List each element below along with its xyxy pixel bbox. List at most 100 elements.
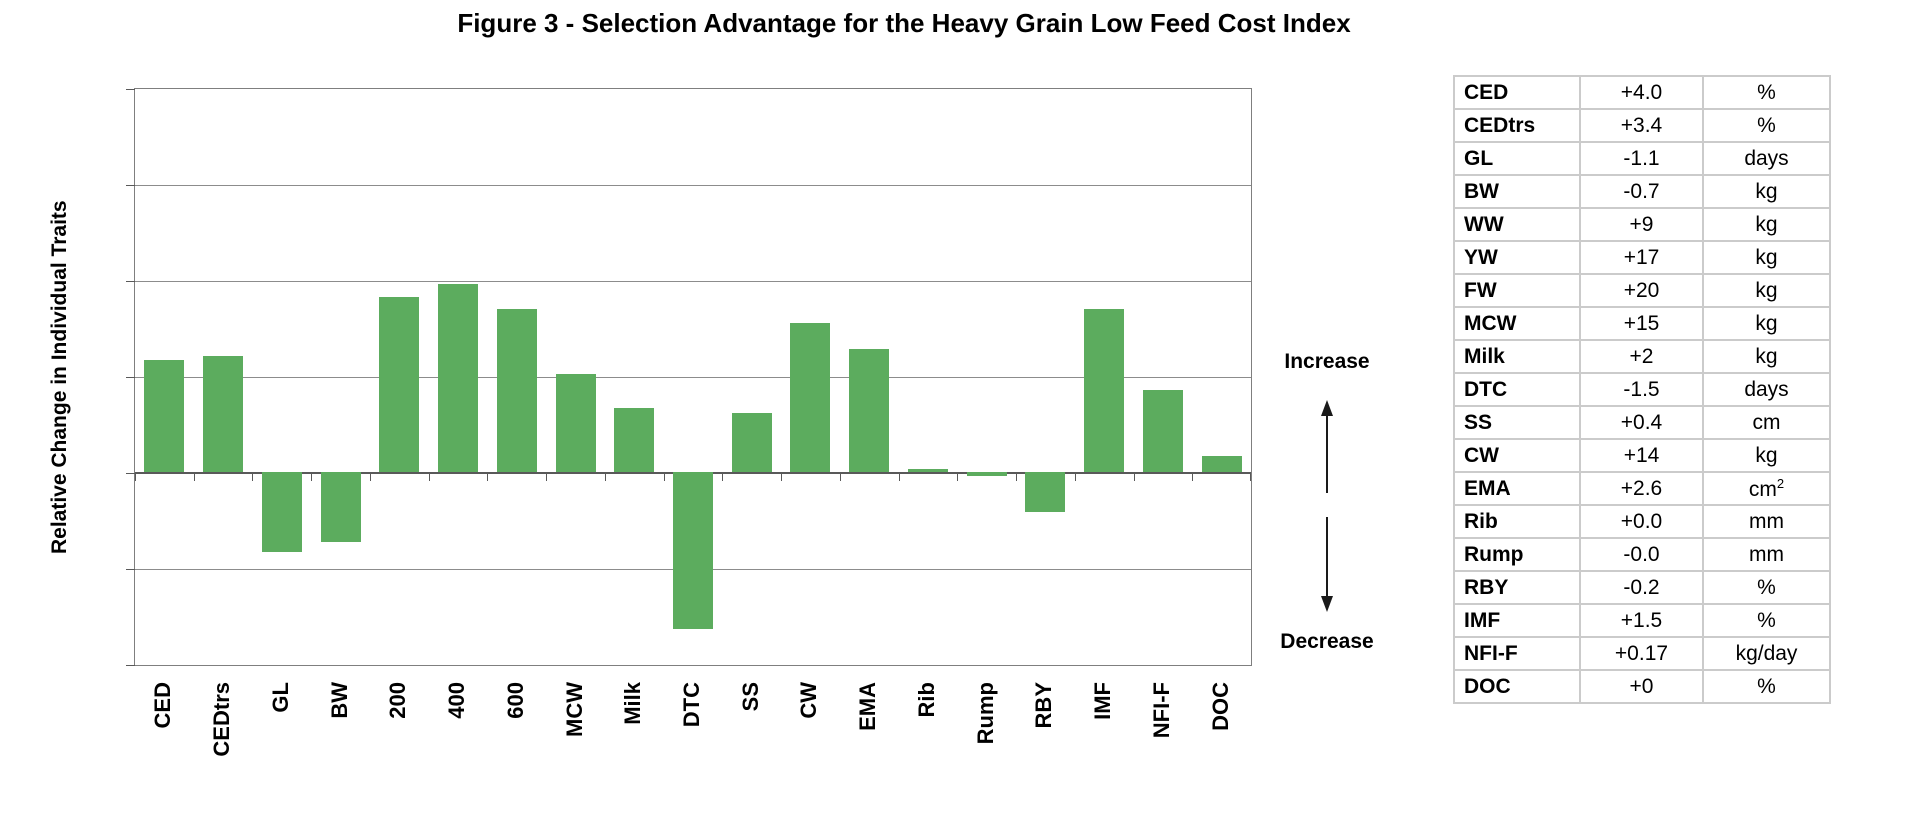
x-label-EMA: EMA — [855, 682, 881, 731]
bar-400 — [438, 283, 479, 472]
table-row: Milk +2 kg — [1453, 339, 1831, 374]
x-label-CEDtrs: CEDtrs — [209, 682, 235, 757]
value-cell: -0.7 — [1579, 174, 1704, 209]
y-axis-tick — [126, 664, 135, 666]
unit-cell: kg — [1702, 339, 1831, 374]
x-axis-tick — [1250, 474, 1251, 481]
table-row: SS +0.4 cm — [1453, 405, 1831, 440]
trait-cell: Rib — [1453, 504, 1581, 539]
unit-cell: kg — [1702, 438, 1831, 473]
x-label-600: 600 — [502, 682, 528, 719]
trait-cell: CED — [1453, 75, 1581, 110]
x-axis-tick — [1074, 474, 1076, 481]
unit-cell: mm — [1702, 537, 1831, 572]
unit-cell: mm — [1702, 504, 1831, 539]
x-label-DTC: DTC — [679, 682, 704, 728]
trait-cell: FW — [1453, 273, 1581, 308]
x-axis-tick — [604, 474, 606, 481]
table-row: RBY -0.2% — [1453, 570, 1831, 605]
y-axis-tick — [126, 472, 135, 474]
table-row: CED +4.0% — [1453, 75, 1831, 110]
x-label-CED: CED — [150, 682, 176, 729]
bar-600 — [496, 308, 537, 472]
bar-GL — [261, 472, 302, 552]
x-label-400: 400 — [444, 682, 470, 719]
table-row: IMF +1.5% — [1453, 603, 1831, 638]
trait-cell: GL — [1453, 141, 1581, 176]
x-axis-tick — [135, 474, 136, 481]
x-label-200: 200 — [385, 682, 411, 719]
x-axis-tick — [311, 474, 313, 481]
up-arrow-icon — [1321, 400, 1333, 493]
bar-Rib — [907, 469, 948, 472]
value-cell: +15 — [1579, 306, 1704, 341]
x-label-IMF: IMF — [1090, 682, 1116, 720]
table-row: DTC -1.5 days — [1453, 372, 1831, 407]
value-cell: +0 — [1579, 669, 1704, 704]
value-cell: +2 — [1579, 339, 1704, 374]
x-axis-tick — [487, 474, 489, 481]
y-axis-tick — [126, 280, 135, 282]
table-row: EMA +2.6 cm2 — [1453, 471, 1831, 506]
table-row: GL -1.1 days — [1453, 141, 1831, 176]
value-cell: -0.2 — [1579, 570, 1704, 605]
table-row: CEDtrs +3.4% — [1453, 108, 1831, 143]
x-axis-tick — [252, 474, 254, 481]
trait-table: CED +4.0% CEDtrs +3.4% GL -1.1 days BW -0.7 kg WW +… — [1453, 75, 1831, 704]
bar-NFI-F — [1142, 390, 1183, 472]
unit-cell: days — [1702, 372, 1831, 407]
y-axis-tick — [126, 376, 135, 378]
unit-cell: % — [1702, 603, 1831, 638]
value-cell: +1.5 — [1579, 603, 1704, 638]
x-axis-tick — [193, 474, 195, 481]
y-axis-title: Relative Change in Individual Traits — [48, 200, 71, 554]
table-row: WW +9 kg — [1453, 207, 1831, 242]
table-row: Rump -0.0 mm — [1453, 537, 1831, 572]
x-label-RBY: RBY — [1031, 682, 1057, 729]
bar-RBY — [1025, 472, 1066, 513]
x-axis-labels: CED CEDtrs GL BW 200 400 600 MCW Milk DTC SS CW EMA R… — [134, 682, 1252, 807]
down-arrow-icon — [1321, 517, 1333, 612]
trait-cell: SS — [1453, 405, 1581, 440]
value-cell: +17 — [1579, 240, 1704, 275]
trait-cell: Rump — [1453, 537, 1581, 572]
value-cell: +20 — [1579, 273, 1704, 308]
x-label-NFI-F: NFI-F — [1148, 682, 1174, 739]
bar-IMF — [1084, 308, 1125, 472]
bar-BW — [320, 472, 361, 543]
table-row: CW +14 kg — [1453, 438, 1831, 473]
bar-200 — [379, 297, 420, 472]
unit-cell: days — [1702, 141, 1831, 176]
value-cell: +14 — [1579, 438, 1704, 473]
table-row: Rib +0.0 mm — [1453, 504, 1831, 539]
trait-cell: DTC — [1453, 372, 1581, 407]
trait-cell: YW — [1453, 240, 1581, 275]
table-row: FW +20 kg — [1453, 273, 1831, 308]
bar-DOC — [1201, 455, 1242, 472]
bar-CED — [144, 359, 185, 472]
x-label-Rump: Rump — [972, 682, 998, 745]
value-cell: -0.0 — [1579, 537, 1704, 572]
unit-cell: % — [1702, 669, 1831, 704]
bar-EMA — [849, 349, 890, 472]
x-axis-tick — [898, 474, 900, 481]
x-axis-tick — [1192, 474, 1194, 481]
trait-cell: Milk — [1453, 339, 1581, 374]
x-label-MCW: MCW — [561, 682, 587, 737]
trait-cell: NFI-F — [1453, 636, 1581, 671]
trait-cell: MCW — [1453, 306, 1581, 341]
unit-cell: % — [1702, 75, 1831, 110]
x-axis-tick — [1016, 474, 1018, 481]
x-axis-tick — [722, 474, 724, 481]
gridline — [135, 280, 1251, 282]
plot-area — [126, 88, 1252, 666]
value-cell: +4.0 — [1579, 75, 1704, 110]
table-row: DOC +0% — [1453, 669, 1831, 704]
value-cell: -1.5 — [1579, 372, 1704, 407]
gridline — [135, 184, 1251, 186]
x-axis-tick — [546, 474, 548, 481]
bar-SS — [731, 413, 772, 472]
trait-cell: RBY — [1453, 570, 1581, 605]
bar-Rump — [966, 472, 1007, 476]
